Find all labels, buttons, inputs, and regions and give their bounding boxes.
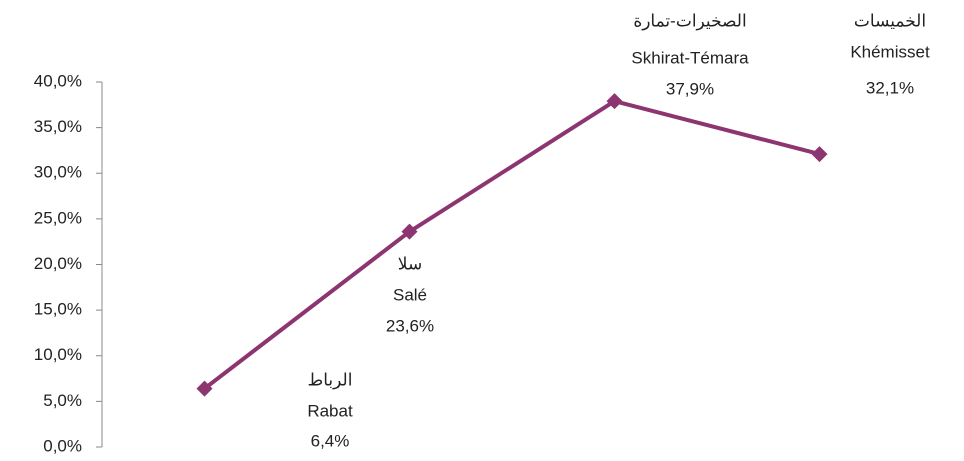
category-label-ar: سلا (398, 254, 422, 273)
marker (401, 223, 418, 240)
marker (196, 380, 213, 397)
y-tick-label: 0,0% (43, 436, 82, 455)
y-tick-label: 25,0% (34, 208, 82, 227)
category-label: Skhirat-Témara (631, 48, 749, 67)
y-tick-label: 10,0% (34, 345, 82, 364)
category-label: Rabat (307, 401, 353, 420)
category-label-ar: الصخيرات-تمارة (633, 11, 746, 30)
value-label: 37,9% (666, 79, 714, 98)
category-label: Salé (393, 285, 427, 304)
value-label: 32,1% (866, 78, 914, 97)
marker (811, 146, 828, 163)
category-label-ar: الخميسات (854, 11, 926, 30)
y-tick-label: 15,0% (34, 300, 82, 319)
line (203, 99, 820, 391)
category-label-ar: الرباط (308, 370, 353, 389)
value-label: 6,4% (311, 431, 350, 450)
y-tick-label: 5,0% (43, 391, 82, 410)
value-label: 23,6% (386, 316, 434, 335)
marker (606, 93, 623, 110)
y-tick-label: 40,0% (34, 71, 82, 90)
category-label: Khémisset (850, 42, 930, 61)
y-tick-label: 20,0% (34, 254, 82, 273)
y-tick-label: 30,0% (34, 163, 82, 182)
y-tick-label: 35,0% (34, 117, 82, 136)
